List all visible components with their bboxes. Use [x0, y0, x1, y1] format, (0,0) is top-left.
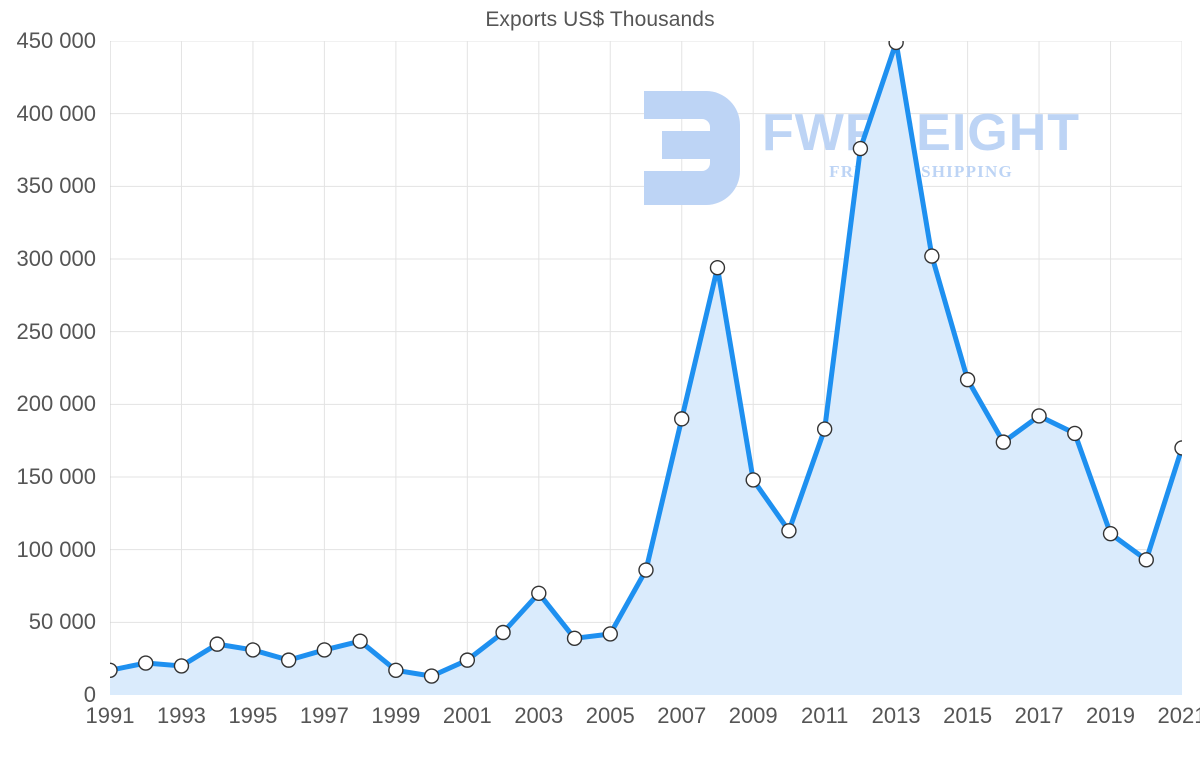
data-point-marker[interactable] — [282, 653, 296, 667]
x-axis-tick-label: 2021 — [1157, 703, 1200, 728]
x-axis-tick-label: 1993 — [156, 703, 206, 728]
data-point-marker[interactable] — [603, 627, 617, 641]
data-point-marker[interactable] — [1175, 441, 1182, 455]
data-point-marker[interactable] — [746, 473, 760, 487]
data-point-marker[interactable] — [961, 373, 975, 387]
data-point-marker[interactable] — [996, 435, 1010, 449]
y-axis-tick-label: 250 000 — [16, 318, 96, 344]
data-point-marker[interactable] — [210, 637, 224, 651]
y-axis-tick-label: 400 000 — [16, 100, 96, 126]
y-axis-tick-label: 150 000 — [16, 464, 96, 489]
y-axis-tick-label: 0 — [83, 682, 96, 707]
x-axis-tick-label: 2019 — [1086, 703, 1136, 728]
y-axis-tick-label: 450 000 — [16, 28, 96, 53]
data-point-marker[interactable] — [174, 659, 188, 673]
data-point-marker[interactable] — [246, 643, 260, 657]
data-point-marker[interactable] — [925, 249, 939, 263]
data-point-marker[interactable] — [460, 653, 474, 667]
y-axis-tick-label: 50 000 — [28, 609, 96, 635]
data-point-marker[interactable] — [1104, 527, 1118, 541]
data-point-marker[interactable] — [1139, 553, 1153, 567]
x-axis-tick-label: 1997 — [299, 703, 349, 728]
data-point-marker[interactable] — [675, 412, 689, 426]
data-point-marker[interactable] — [110, 663, 117, 677]
x-axis-tick-label: 2009 — [728, 703, 778, 728]
x-axis-tick-label: 2017 — [1014, 703, 1064, 728]
data-point-marker[interactable] — [496, 626, 510, 640]
data-point-marker[interactable] — [139, 656, 153, 670]
x-axis-tick-label: 2007 — [657, 703, 707, 728]
x-axis-tick-label: 1991 — [85, 703, 135, 728]
data-point-marker[interactable] — [532, 586, 546, 600]
series-area-fill — [110, 42, 1182, 695]
x-axis-tick-label: 2011 — [801, 703, 849, 728]
y-axis-tick-label: 200 000 — [16, 391, 96, 417]
x-axis-tick-label: 2005 — [585, 703, 635, 728]
data-point-marker[interactable] — [353, 634, 367, 648]
plot-area: FWFREIGHT FREIGHT SHIPPING — [110, 41, 1182, 695]
data-point-marker[interactable] — [317, 643, 331, 657]
data-point-marker[interactable] — [425, 669, 439, 683]
x-axis-tick-label: 1995 — [228, 703, 278, 728]
y-axis-tick-labels: 0 50 000 100 000 150 000 200 000 250 000 300 0… — [0, 0, 104, 763]
y-axis-tick-label: 350 000 — [16, 173, 96, 199]
data-point-marker[interactable] — [568, 631, 582, 645]
data-point-marker[interactable] — [782, 524, 796, 538]
y-axis-tick-label: 100 000 — [16, 536, 96, 562]
data-point-marker[interactable] — [389, 663, 403, 677]
x-axis-tick-label: 1999 — [371, 703, 421, 728]
data-point-marker[interactable] — [889, 41, 903, 49]
x-axis-tick-label: 2001 — [442, 703, 492, 728]
x-axis-tick-label: 2013 — [871, 703, 921, 728]
data-point-marker[interactable] — [710, 261, 724, 275]
y-axis-tick-label: 300 000 — [16, 246, 96, 271]
data-point-marker[interactable] — [639, 563, 653, 577]
data-point-marker[interactable] — [1068, 426, 1082, 440]
chart-title: Exports US$ Thousands — [485, 8, 715, 31]
x-axis-tick-label: 2015 — [943, 703, 993, 728]
data-point-marker[interactable] — [818, 422, 832, 436]
x-axis-tick-label: 2003 — [514, 703, 564, 728]
data-point-marker[interactable] — [1032, 409, 1046, 423]
data-point-marker[interactable] — [853, 142, 867, 156]
chart-series-area-line — [110, 41, 1182, 695]
